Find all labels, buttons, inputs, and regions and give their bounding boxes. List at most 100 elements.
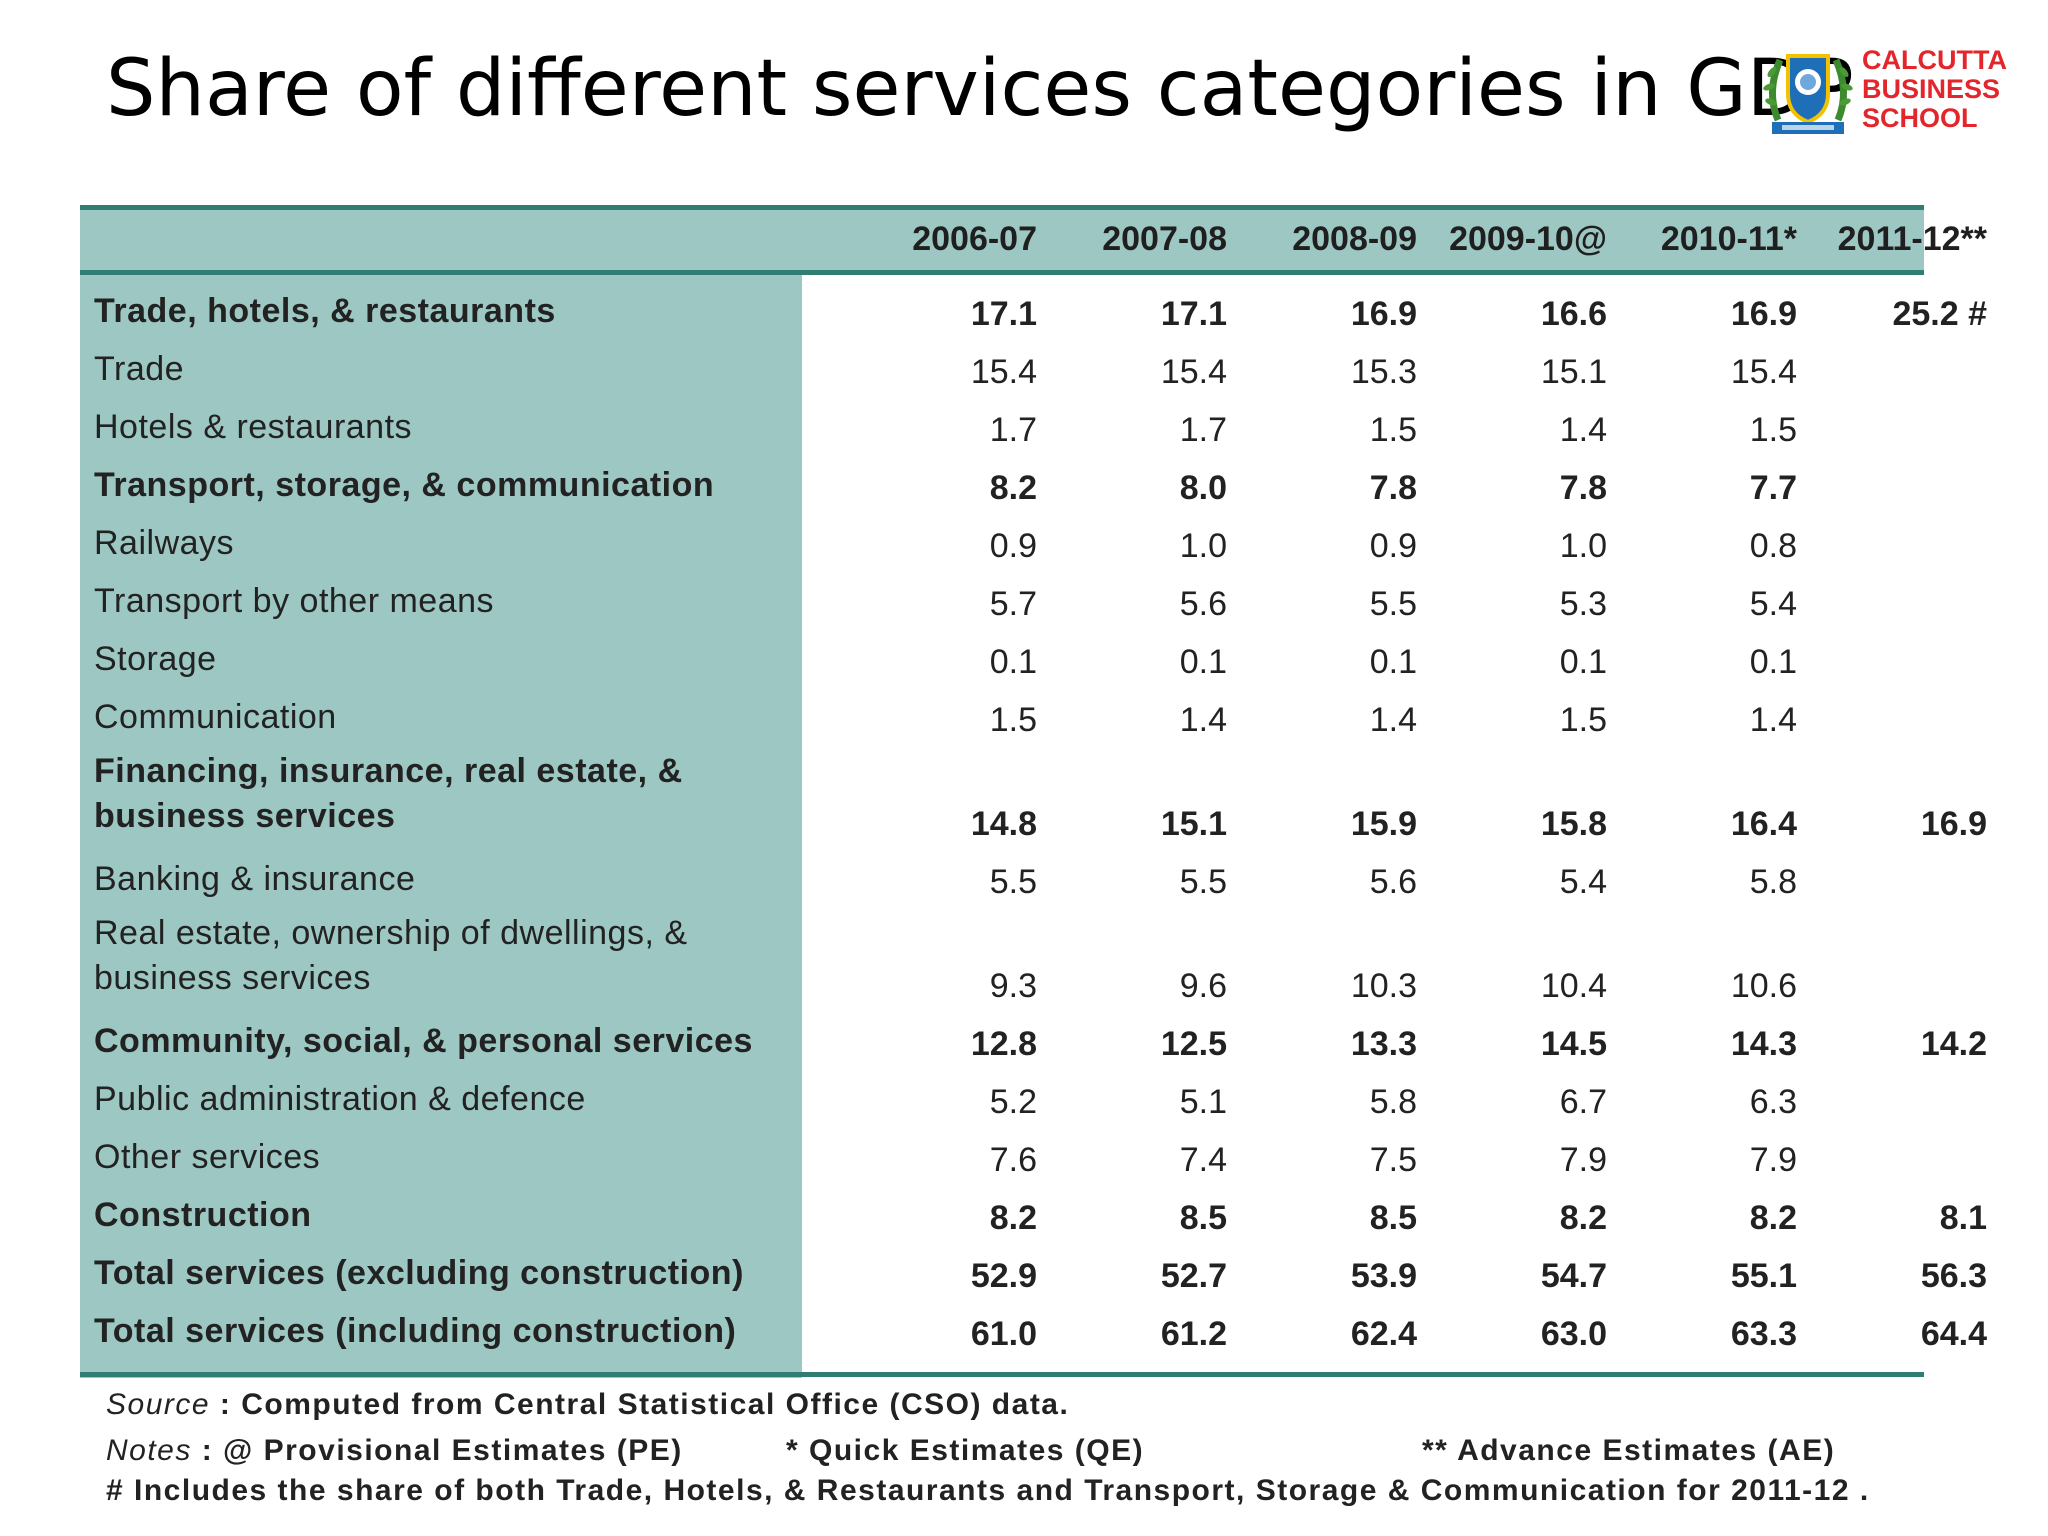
- table-cell: [1800, 640, 1987, 685]
- source-label: Source: [106, 1388, 211, 1421]
- table-cell: 15.4: [970, 353, 1037, 391]
- table-cell: 5.3: [1559, 585, 1607, 623]
- table-cell: [1800, 466, 1987, 511]
- column-header-2011-12: 2011-12**: [1837, 220, 1987, 258]
- source-text: : Computed from Central Statistical Offi…: [210, 1388, 1070, 1421]
- table-cell: 63.3: [1730, 1315, 1797, 1353]
- hash-note: # Includes the share of both Trade, Hote…: [106, 1474, 1870, 1507]
- table-cell: 8.2: [989, 1199, 1037, 1237]
- table-cell: 63.0: [1540, 1315, 1607, 1353]
- note-advance: ** Advance Estimates (AE): [1422, 1434, 1836, 1467]
- table-cell: 1.4: [1749, 701, 1797, 739]
- table-cell: 14.8: [970, 805, 1037, 843]
- table-cell: 0.1: [1749, 643, 1797, 681]
- table-cell: 5.4: [1559, 863, 1607, 901]
- table-cell: 61.0: [970, 1315, 1037, 1353]
- source-note: Source : Computed from Central Statistic…: [106, 1388, 1069, 1422]
- table-cell: 8.2: [1749, 1199, 1797, 1237]
- table-cell: 53.9: [1350, 1257, 1417, 1295]
- table-cell: 13.3: [1350, 1025, 1417, 1063]
- row-label: Banking & insurance: [94, 860, 416, 898]
- table-row: Storage 0.1 0.1 0.1 0.1 0.1: [80, 631, 1924, 689]
- table-cell: 15.1: [1540, 353, 1607, 391]
- table-cell: 8.0: [1179, 469, 1227, 507]
- table-cell: 25.2 #: [1892, 295, 1987, 333]
- logo-text: CALCUTTA BUSINESS SCHOOL: [1862, 46, 2007, 133]
- table-bottom-rule: [80, 1372, 1924, 1377]
- table-cell: 0.9: [989, 527, 1037, 565]
- note-provisional: : @ Provisional Estimates (PE): [191, 1434, 683, 1467]
- table-row: Total services (excluding construction) 5…: [80, 1245, 1987, 1303]
- row-label: Trade, hotels, & restaurants: [94, 292, 556, 330]
- row-label: Real estate, ownership of dwellings, & b…: [94, 914, 688, 997]
- table-row: Public administration & defence 5.2 5.1 5.8…: [80, 1071, 1924, 1129]
- table-row: Real estate, ownership of dwellings, & b…: [80, 909, 1924, 1013]
- calcutta-business-school-logo: CALCUTTA BUSINESS SCHOOL: [1758, 42, 2008, 142]
- table-cell: 7.5: [1369, 1141, 1417, 1179]
- table-cell: 5.2: [989, 1083, 1037, 1121]
- table-cell: 1.5: [989, 701, 1037, 739]
- column-header-2007-08: 2007-08: [1102, 220, 1227, 258]
- table-cell: 0.8: [1749, 527, 1797, 565]
- table-cell: 6.7: [1559, 1083, 1607, 1121]
- logo-line-2: BUSINESS: [1862, 74, 2001, 104]
- table-row: Trade 15.4 15.4 15.3 15.1 15.4: [80, 341, 1924, 399]
- slide-title: Share of different services categories i…: [106, 44, 1854, 134]
- row-label: Communication: [94, 698, 337, 736]
- table-cell: [1800, 408, 1987, 453]
- table-cell: [1800, 350, 1987, 395]
- table-cell: [1800, 1080, 1987, 1125]
- row-label: Storage: [94, 640, 217, 678]
- table-cell: 5.5: [989, 863, 1037, 901]
- table-cell: 64.4: [1920, 1315, 1987, 1353]
- table-cell: 7.8: [1559, 469, 1607, 507]
- table-row: Banking & insurance 5.5 5.5 5.6 5.4 5.8: [80, 851, 1924, 909]
- table-cell: 0.1: [1369, 643, 1417, 681]
- table-cell: 54.7: [1540, 1257, 1607, 1295]
- table-cell: 6.3: [1749, 1083, 1797, 1121]
- table-cell: 8.2: [989, 469, 1037, 507]
- row-label: Transport, storage, & communication: [94, 466, 715, 504]
- table-cell: 12.5: [1160, 1025, 1227, 1063]
- table-row: Transport, storage, & communication 8.2 8.…: [80, 457, 1924, 515]
- table-row: Trade, hotels, & restaurants 17.1 17.1 16.9…: [80, 283, 1987, 341]
- table-cell: 0.9: [1369, 527, 1417, 565]
- table-cell: 1.5: [1369, 411, 1417, 449]
- table-cell: 14.2: [1920, 1025, 1987, 1063]
- table-cell: 5.5: [1179, 863, 1227, 901]
- row-label: Construction: [94, 1196, 312, 1234]
- table-cell: 8.5: [1369, 1199, 1417, 1237]
- table-cell: 8.1: [1939, 1199, 1987, 1237]
- table-cell: 15.1: [1160, 805, 1227, 843]
- table-row: Financing, insurance, real estate, & bus…: [80, 747, 1987, 851]
- table-cell: [1800, 860, 1987, 905]
- table-cell: 1.7: [1179, 411, 1227, 449]
- table-header-band: [80, 205, 1924, 273]
- row-label: Hotels & restaurants: [94, 408, 413, 446]
- column-header-2010-11: 2010-11*: [1660, 220, 1797, 258]
- table-top-rule: [80, 205, 1924, 210]
- table-cell: 12.8: [970, 1025, 1037, 1063]
- table-cell: 15.4: [1730, 353, 1797, 391]
- table-cell: 7.6: [989, 1141, 1037, 1179]
- row-label: Public administration & defence: [94, 1080, 586, 1118]
- table-cell: 7.8: [1369, 469, 1417, 507]
- table-cell: 61.2: [1160, 1315, 1227, 1353]
- table-cell: 16.4: [1730, 805, 1797, 843]
- notes-label: Notes: [106, 1434, 192, 1467]
- table-cell: 1.0: [1559, 527, 1607, 565]
- table-cell: 15.9: [1350, 805, 1417, 843]
- row-label: Community, social, & personal services: [94, 1022, 753, 1060]
- table-cell: 8.5: [1179, 1199, 1227, 1237]
- table-cell: 14.5: [1540, 1025, 1607, 1063]
- table-cell: 5.1: [1179, 1083, 1227, 1121]
- table-cell: [1800, 582, 1987, 627]
- table-cell: 16.9: [1920, 805, 1987, 843]
- table-row: Railways 0.9 1.0 0.9 1.0 0.8: [80, 515, 1924, 573]
- row-label: Trade: [94, 350, 185, 388]
- table-cell: 5.6: [1369, 863, 1417, 901]
- table-row: Construction 8.2 8.5 8.5 8.2 8.2 8.1: [80, 1187, 1987, 1245]
- table-row: Transport by other means 5.7 5.6 5.5 5.3 5.4: [80, 573, 1924, 631]
- table-cell: 5.7: [989, 585, 1037, 623]
- table-cell: [1800, 1138, 1987, 1183]
